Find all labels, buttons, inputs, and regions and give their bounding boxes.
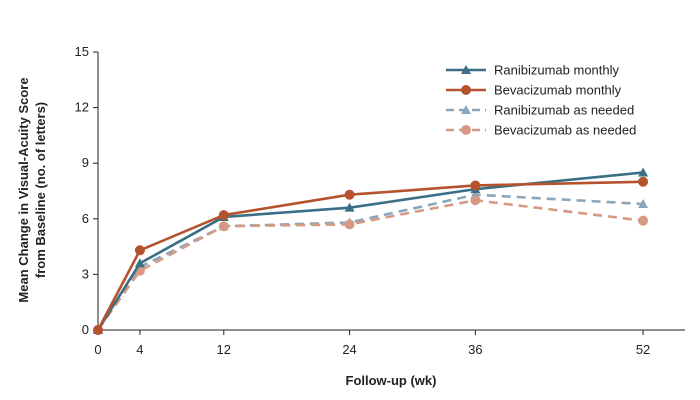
data-point bbox=[638, 198, 649, 208]
data-point bbox=[218, 221, 229, 232]
y-axis-title-line2: from Baseline (no. of letters) bbox=[33, 102, 48, 278]
data-point bbox=[638, 215, 649, 226]
x-tick-label: 52 bbox=[636, 342, 650, 357]
legend-item: Ranibizumab as needed bbox=[446, 103, 634, 118]
series-group bbox=[93, 167, 649, 335]
data-point bbox=[638, 176, 649, 187]
series-line bbox=[96, 193, 644, 331]
data-point bbox=[93, 325, 103, 335]
data-point bbox=[344, 202, 355, 212]
series-line bbox=[96, 180, 644, 331]
legend-item: Ranibizumab monthly bbox=[446, 63, 620, 78]
x-tick-label: 4 bbox=[136, 342, 143, 357]
data-point bbox=[344, 189, 355, 200]
data-point bbox=[344, 219, 355, 230]
x-tick-label: 0 bbox=[94, 342, 101, 357]
legend-item: Bevacizumab as needed bbox=[446, 123, 636, 138]
y-tick-label: 3 bbox=[82, 266, 89, 281]
x-axis-title: Follow-up (wk) bbox=[346, 373, 437, 388]
legend-item: Bevacizumab monthly bbox=[446, 83, 622, 98]
legend-label: Ranibizumab monthly bbox=[494, 63, 620, 78]
legend-label: Ranibizumab as needed bbox=[494, 103, 634, 118]
legend-marker bbox=[461, 125, 471, 135]
series-1 bbox=[93, 176, 649, 335]
data-point bbox=[218, 210, 229, 221]
legend-marker bbox=[461, 85, 471, 95]
series-line bbox=[96, 198, 644, 331]
data-point bbox=[638, 167, 649, 177]
legend-marker bbox=[461, 105, 471, 114]
legend-label: Bevacizumab as needed bbox=[494, 123, 636, 138]
legend: Ranibizumab monthly Bevacizumab monthly Ra… bbox=[446, 63, 636, 138]
x-tick-label: 24 bbox=[342, 342, 356, 357]
y-tick-label: 0 bbox=[82, 322, 89, 337]
legend-marker bbox=[461, 65, 471, 74]
x-tick-label: 12 bbox=[217, 342, 231, 357]
y-tick-label: 9 bbox=[82, 155, 89, 170]
y-tick-label: 15 bbox=[75, 44, 89, 59]
data-point bbox=[470, 195, 481, 206]
y-tick-label: 12 bbox=[75, 100, 89, 115]
data-point bbox=[470, 180, 481, 191]
series-3 bbox=[93, 195, 649, 335]
y-axis-title-line1: Mean Change in Visual-Acuity Score bbox=[16, 77, 31, 302]
legend-label: Bevacizumab monthly bbox=[494, 83, 622, 98]
series-line bbox=[96, 171, 644, 331]
data-point bbox=[134, 258, 145, 268]
y-tick-label: 6 bbox=[82, 211, 89, 226]
data-point bbox=[134, 245, 145, 256]
x-tick-label: 36 bbox=[468, 342, 482, 357]
